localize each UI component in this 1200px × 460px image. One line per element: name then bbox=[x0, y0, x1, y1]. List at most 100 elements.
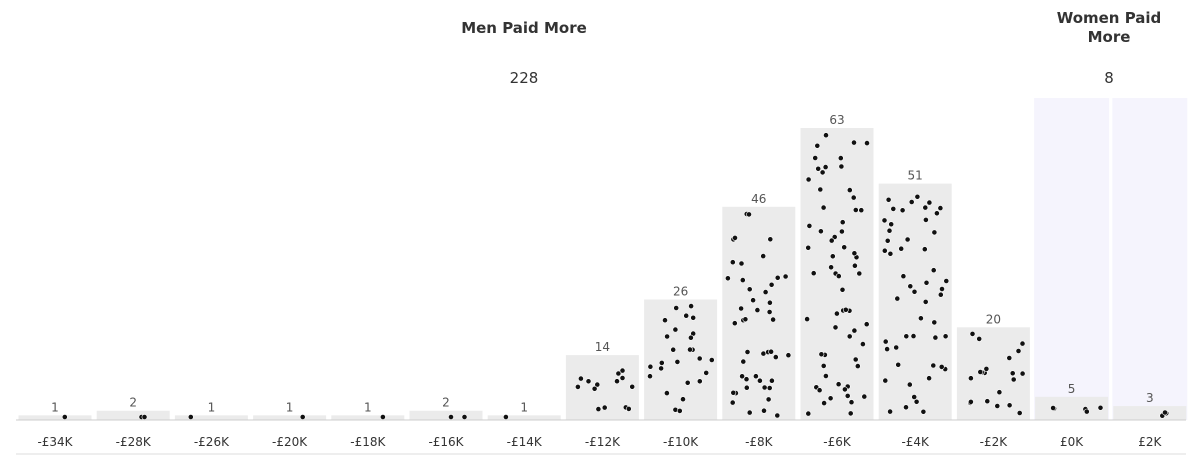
data-dot[interactable] bbox=[774, 412, 781, 419]
data-dot[interactable] bbox=[1009, 370, 1016, 377]
data-dot[interactable] bbox=[846, 187, 853, 193]
data-dot[interactable] bbox=[841, 244, 848, 251]
data-dot[interactable] bbox=[742, 316, 749, 323]
data-dot[interactable] bbox=[942, 333, 949, 340]
data-dot[interactable] bbox=[812, 155, 819, 161]
data-dot[interactable] bbox=[299, 414, 306, 420]
data-dot[interactable] bbox=[937, 205, 944, 211]
data-dot[interactable] bbox=[882, 338, 889, 345]
data-dot[interactable] bbox=[881, 247, 888, 254]
data-dot[interactable] bbox=[738, 260, 745, 267]
data-dot[interactable] bbox=[939, 286, 945, 292]
data-dot[interactable] bbox=[926, 375, 932, 382]
data-dot[interactable] bbox=[829, 253, 836, 260]
data-dot[interactable] bbox=[664, 390, 670, 396]
data-dot[interactable] bbox=[767, 236, 774, 243]
data-dot[interactable] bbox=[818, 228, 824, 235]
data-dot[interactable] bbox=[888, 221, 895, 228]
data-dot[interactable] bbox=[578, 375, 584, 382]
data-dot[interactable] bbox=[765, 396, 772, 403]
data-dot[interactable] bbox=[708, 357, 715, 363]
data-dot[interactable] bbox=[842, 386, 848, 393]
data-dot[interactable] bbox=[729, 399, 736, 406]
data-dot[interactable] bbox=[757, 377, 763, 384]
data-dot[interactable] bbox=[816, 387, 823, 394]
data-dot[interactable] bbox=[672, 326, 679, 333]
data-dot[interactable] bbox=[828, 237, 835, 244]
data-dot[interactable] bbox=[994, 403, 1001, 409]
data-dot[interactable] bbox=[818, 351, 825, 358]
data-dot[interactable] bbox=[761, 384, 768, 391]
data-dot[interactable] bbox=[730, 389, 737, 396]
data-dot[interactable] bbox=[903, 404, 909, 411]
data-dot[interactable] bbox=[937, 291, 944, 298]
data-dot[interactable] bbox=[683, 312, 690, 319]
data-dot[interactable] bbox=[838, 163, 845, 170]
bar-1[interactable] bbox=[96, 410, 170, 420]
data-dot[interactable] bbox=[743, 376, 750, 383]
data-dot[interactable] bbox=[938, 363, 945, 370]
data-dot[interactable] bbox=[903, 333, 910, 340]
data-dot[interactable] bbox=[1015, 348, 1022, 354]
data-dot[interactable] bbox=[670, 346, 677, 353]
data-dot[interactable] bbox=[861, 393, 868, 400]
data-dot[interactable] bbox=[913, 398, 920, 405]
data-dot[interactable] bbox=[908, 199, 915, 205]
bar-2[interactable] bbox=[174, 415, 248, 420]
data-dot[interactable] bbox=[847, 410, 854, 417]
data-dot[interactable] bbox=[629, 383, 636, 390]
data-dot[interactable] bbox=[379, 414, 386, 420]
data-dot[interactable] bbox=[823, 132, 829, 139]
data-dot[interactable] bbox=[746, 409, 753, 416]
data-dot[interactable] bbox=[187, 414, 194, 420]
data-dot[interactable] bbox=[850, 194, 857, 201]
data-dot[interactable] bbox=[984, 398, 991, 405]
data-dot[interactable] bbox=[662, 317, 668, 324]
bar-12[interactable] bbox=[956, 327, 1030, 420]
data-dot[interactable] bbox=[687, 346, 693, 353]
data-dot[interactable] bbox=[738, 305, 744, 312]
data-dot[interactable] bbox=[729, 259, 736, 266]
data-dot[interactable] bbox=[658, 359, 665, 366]
data-dot[interactable] bbox=[785, 352, 792, 359]
data-dot[interactable] bbox=[884, 346, 890, 352]
data-dot[interactable] bbox=[996, 389, 1003, 396]
data-dot[interactable] bbox=[895, 361, 902, 368]
data-dot[interactable] bbox=[746, 286, 753, 293]
bar-13[interactable] bbox=[1035, 396, 1109, 420]
data-dot[interactable] bbox=[594, 381, 601, 388]
data-dot[interactable] bbox=[740, 358, 747, 365]
data-dot[interactable] bbox=[767, 299, 773, 306]
data-dot[interactable] bbox=[846, 333, 853, 340]
data-dot[interactable] bbox=[887, 250, 894, 257]
data-dot[interactable] bbox=[806, 222, 813, 229]
data-dot[interactable] bbox=[768, 281, 775, 288]
data-dot[interactable] bbox=[914, 193, 921, 200]
data-dot[interactable] bbox=[696, 378, 703, 385]
bar-0[interactable] bbox=[18, 415, 92, 420]
data-dot[interactable] bbox=[804, 316, 810, 322]
bar-8[interactable] bbox=[644, 299, 718, 420]
data-dot[interactable] bbox=[676, 407, 683, 414]
data-dot[interactable] bbox=[900, 273, 907, 280]
data-dot[interactable] bbox=[854, 363, 861, 369]
data-dot[interactable] bbox=[595, 406, 602, 412]
data-dot[interactable] bbox=[860, 341, 866, 347]
data-dot[interactable] bbox=[769, 377, 775, 384]
data-dot[interactable] bbox=[851, 139, 857, 146]
data-dot[interactable] bbox=[502, 414, 509, 420]
data-dot[interactable] bbox=[615, 370, 622, 377]
data-dot[interactable] bbox=[828, 264, 834, 271]
data-dot[interactable] bbox=[61, 414, 68, 420]
data-dot[interactable] bbox=[674, 358, 681, 365]
data-dot[interactable] bbox=[921, 246, 928, 253]
data-dot[interactable] bbox=[930, 267, 937, 274]
data-dot[interactable] bbox=[823, 373, 829, 379]
data-dot[interactable] bbox=[658, 365, 664, 372]
bar-5[interactable] bbox=[409, 410, 483, 420]
data-dot[interactable] bbox=[852, 356, 859, 363]
data-dot[interactable] bbox=[977, 369, 984, 375]
data-dot[interactable] bbox=[746, 211, 752, 218]
data-dot[interactable] bbox=[931, 319, 938, 326]
data-dot[interactable] bbox=[754, 307, 761, 313]
